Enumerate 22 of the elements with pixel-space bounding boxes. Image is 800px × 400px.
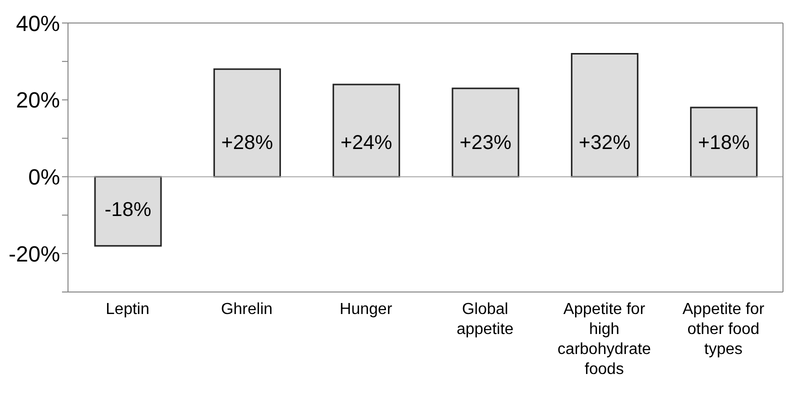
data-label: +28% — [221, 132, 274, 154]
y-tick-label: 0% — [28, 164, 60, 190]
bar — [690, 106, 758, 178]
x-tick-label: Ghrelin — [220, 301, 273, 318]
bar — [213, 68, 281, 178]
x-tick-label: Appetite for high carbohydrate foods — [558, 301, 652, 378]
x-tick-label: Global appetite — [456, 301, 514, 338]
x-tick-label: Hunger — [340, 301, 393, 318]
data-label: +32% — [578, 132, 631, 154]
bar — [332, 84, 400, 178]
x-tick-label: Leptin — [106, 301, 150, 318]
data-label: +23% — [460, 132, 512, 154]
y-tick-label: 40% — [16, 10, 60, 36]
x-tick-label: Appetite for other food types — [682, 301, 766, 358]
bar — [452, 88, 520, 178]
bar — [570, 52, 638, 178]
bar — [94, 176, 162, 247]
y-tick-label: -20% — [8, 241, 60, 266]
data-label: +18% — [698, 132, 750, 154]
y-tick-label: 20% — [16, 88, 60, 113]
data-label: -18% — [104, 198, 152, 221]
data-label: +24% — [340, 132, 392, 154]
